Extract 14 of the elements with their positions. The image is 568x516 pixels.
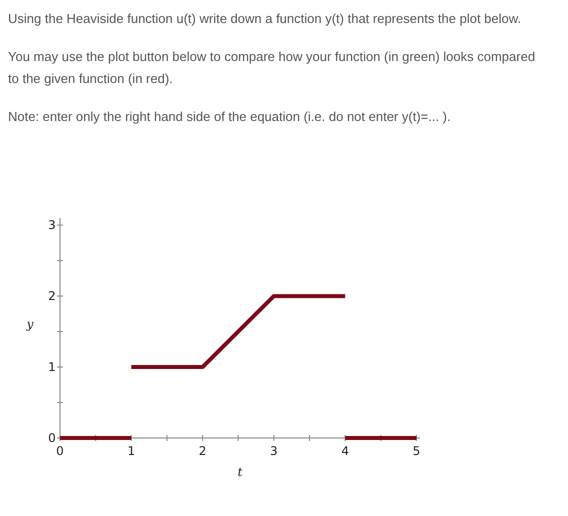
x-tick-label: 2 [198, 444, 206, 458]
y-tick-label: 1 [48, 360, 56, 374]
y-tick-label: 0 [48, 431, 56, 445]
y-axis-title: y [26, 317, 34, 331]
x-tick-label: 1 [127, 444, 136, 458]
y-tick-label: 3 [48, 218, 56, 232]
text: Using the Heaviside function u(t) write down a function y(t) that represents the plot below. [8, 10, 522, 28]
x-tick-label: 3 [270, 444, 278, 458]
x-tick-label: 5 [412, 444, 420, 458]
x-axis-title: t [238, 465, 243, 479]
x-tick-label: 4 [341, 444, 349, 458]
y-tick-label: 2 [48, 289, 56, 304]
text: Note: enter only the right hand side of the equation (i.e. do not enter y(t)=... ). [8, 108, 452, 126]
text: You may use the plot button below to compare how your function (in green) looks compared to the given function (in red). [8, 48, 536, 88]
